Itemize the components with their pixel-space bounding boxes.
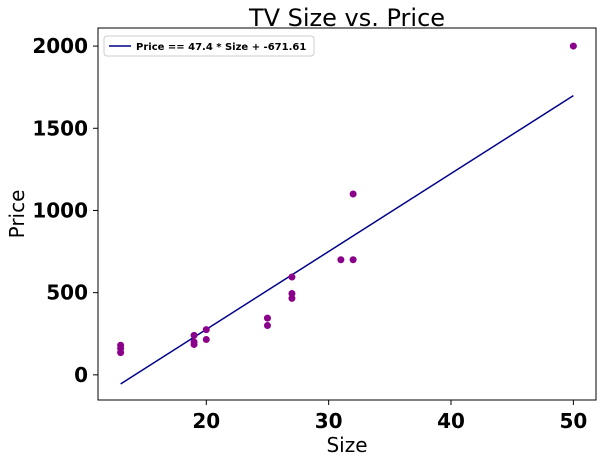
data-point [190,340,198,348]
y-tick-label: 0 [74,363,88,387]
data-point [202,336,210,344]
y-tick-label: 1000 [32,198,88,222]
data-point [202,326,210,334]
y-tick-label: 500 [46,281,88,305]
y-tick-label: 2000 [32,34,88,58]
x-tick-label: 30 [315,409,343,433]
legend-label: Price == 47.4 * Size + -671.61 [136,42,306,53]
legend: Price == 47.4 * Size + -671.61 [103,35,315,57]
chart-title: TV Size vs. Price [248,4,445,32]
data-point [263,314,271,322]
y-tick-label: 1500 [32,116,88,140]
data-point [349,190,357,198]
plot-frame [97,27,597,401]
data-point [288,294,296,302]
fit-line [120,95,574,385]
y-axis-label: Price [5,190,29,239]
x-tick-label: 20 [192,409,220,433]
data-point [349,256,357,264]
data-point [117,349,125,357]
data-point [337,256,345,264]
x-tick-label: 40 [437,409,465,433]
x-tick-label: 50 [559,409,587,433]
data-point [288,273,296,281]
data-point [569,42,577,50]
data-point [190,331,198,339]
x-axis-label: Size [326,433,367,457]
data-point [263,322,271,330]
data-point [288,289,296,297]
